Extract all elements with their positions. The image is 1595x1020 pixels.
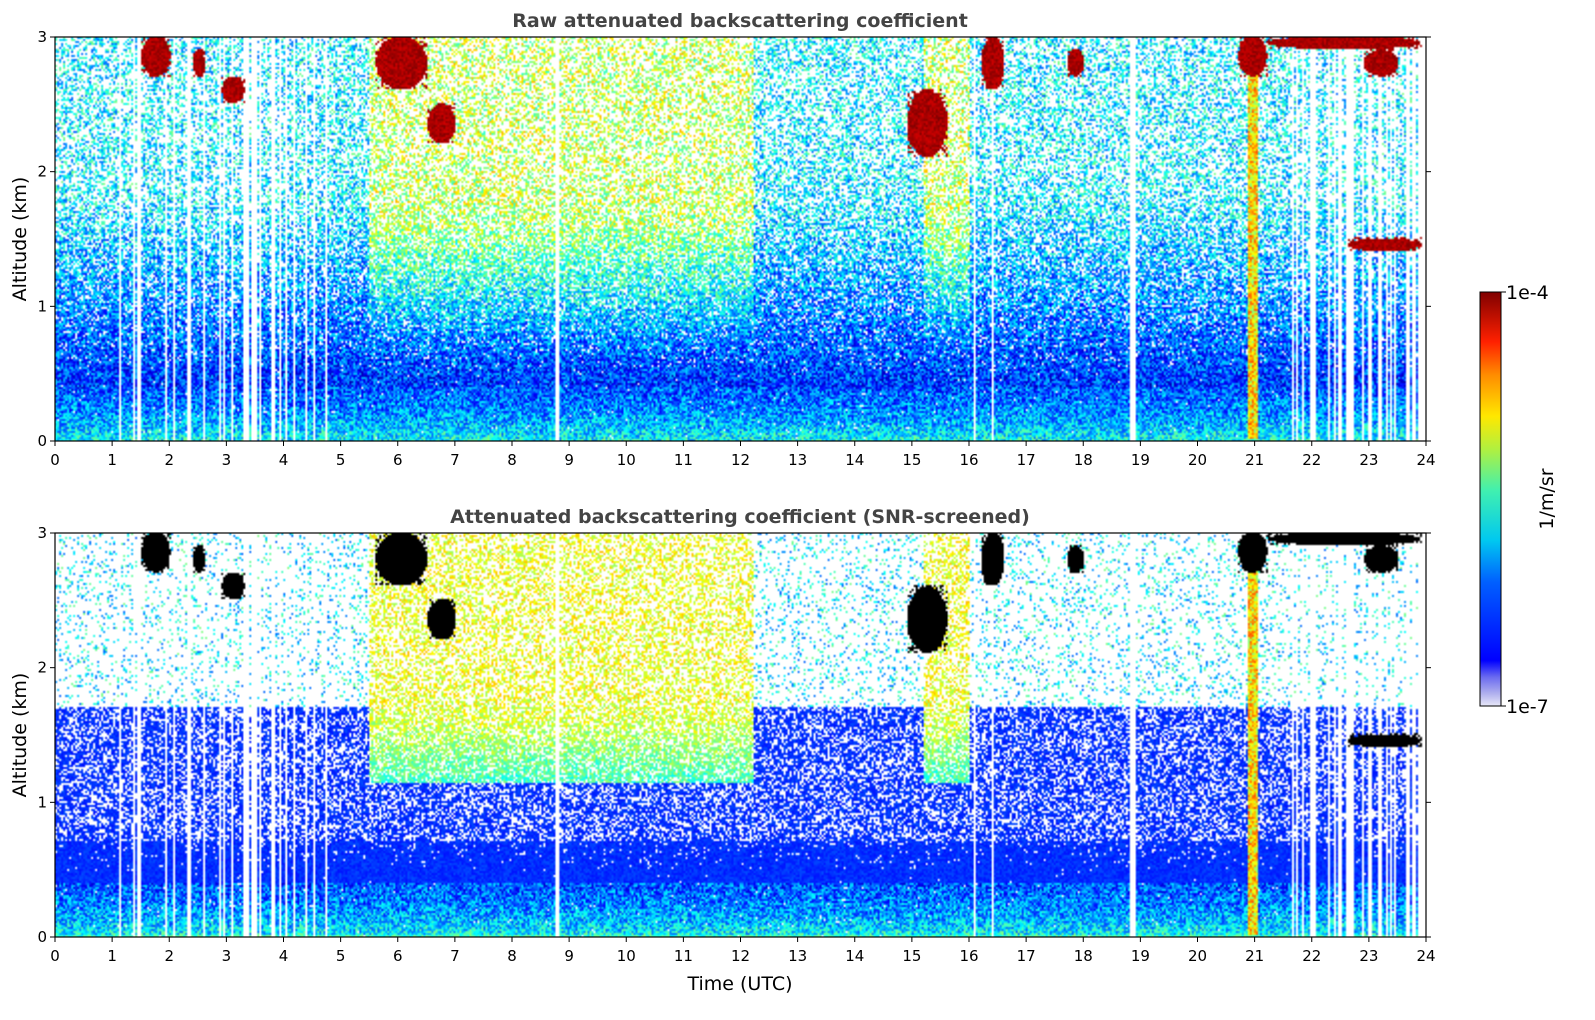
bottom-x-tick-label: 21: [1245, 947, 1264, 965]
top-x-tick-label: 12: [731, 451, 750, 469]
top-x-tick-label: 3: [222, 451, 232, 469]
bottom-x-tick-label: 22: [1302, 947, 1321, 965]
bottom-y-tick-label: 1: [37, 793, 47, 811]
top-x-tick-label: 1: [107, 451, 117, 469]
colorbar: 1e-4 1e-7 1/m/sr: [1479, 282, 1558, 718]
bottom-x-tick-label: 12: [731, 947, 750, 965]
colorbar-gradient: [1479, 291, 1502, 707]
bottom-x-axis-label: Time (UTC): [686, 973, 792, 995]
bottom-x-tick-label: 23: [1359, 947, 1378, 965]
bottom-x-tick-label: 20: [1188, 947, 1207, 965]
top-x-tick-label: 23: [1359, 451, 1378, 469]
top-heatmap: [55, 37, 1426, 441]
top-x-axis: 0 1 2 3 4 5 6 7 8 9 10 11 12 13 14 15 16 17 18 19 20 21 22 23 24: [50, 441, 1436, 469]
top-x-tick-label: 14: [845, 451, 864, 469]
top-y-tick-label: 1: [37, 297, 47, 315]
top-x-tick-label: 19: [1131, 451, 1150, 469]
top-x-tick-label: 10: [617, 451, 636, 469]
bottom-x-tick-label: 14: [845, 947, 864, 965]
top-x-tick-label: 4: [279, 451, 289, 469]
bottom-panel-title: Attenuated backscattering coefficient (S…: [450, 506, 1030, 528]
colorbar-label: 1/m/sr: [1536, 468, 1558, 529]
top-x-tick-label: 21: [1245, 451, 1264, 469]
top-x-tick-label: 9: [564, 451, 574, 469]
top-y-tick-label: 0: [37, 432, 47, 450]
top-x-tick-label: 7: [450, 451, 460, 469]
top-x-tick-label: 24: [1416, 451, 1435, 469]
top-x-tick-label: 20: [1188, 451, 1207, 469]
top-x-tick-label: 6: [393, 451, 403, 469]
top-x-tick-label: 15: [902, 451, 921, 469]
bottom-y-tick-label: 2: [37, 659, 47, 677]
top-y-tick-label: 3: [37, 28, 47, 46]
top-x-tick-label: 17: [1017, 451, 1036, 469]
bottom-x-tick-label: 9: [564, 947, 574, 965]
bottom-x-tick-label: 4: [279, 947, 289, 965]
top-panel-title: Raw attenuated backscattering coefficien…: [512, 10, 968, 32]
bottom-x-tick-label: 18: [1074, 947, 1093, 965]
bottom-x-tick-label: 10: [617, 947, 636, 965]
bottom-x-tick-label: 11: [674, 947, 693, 965]
bottom-x-tick-label: 6: [393, 947, 403, 965]
top-x-tick-label: 5: [336, 451, 346, 469]
bottom-y-tick-label: 0: [37, 928, 47, 946]
top-x-tick-label: 13: [788, 451, 807, 469]
top-y-axis: 0 1 2 3: [37, 28, 1431, 450]
bottom-x-tick-label: 3: [222, 947, 232, 965]
bottom-x-tick-label: 19: [1131, 947, 1150, 965]
bottom-x-tick-label: 16: [959, 947, 978, 965]
bottom-y-axis: 0 1 2 3: [37, 524, 1431, 946]
bottom-x-axis: 0 1 2 3 4 5 6 7 8 9 10 11 12 13 14 15 16 17 18 19 20 21 22 23 24: [50, 937, 1436, 965]
top-x-tick-label: 0: [50, 451, 60, 469]
bottom-x-tick-label: 0: [50, 947, 60, 965]
bottom-x-tick-label: 7: [450, 947, 460, 965]
top-x-tick-label: 11: [674, 451, 693, 469]
colorbar-max-label: 1e-4: [1506, 282, 1549, 304]
bottom-x-tick-label: 8: [507, 947, 517, 965]
bottom-x-tick-label: 5: [336, 947, 346, 965]
bottom-x-tick-label: 17: [1017, 947, 1036, 965]
top-x-tick-label: 2: [164, 451, 174, 469]
top-y-axis-label: Altitude (km): [9, 177, 31, 302]
bottom-x-tick-label: 1: [107, 947, 117, 965]
top-y-tick-label: 2: [37, 163, 47, 181]
bottom-heatmap: [55, 533, 1426, 937]
bottom-x-tick-label: 13: [788, 947, 807, 965]
top-x-tick-label: 8: [507, 451, 517, 469]
bottom-x-tick-label: 24: [1416, 947, 1435, 965]
colorbar-min-label: 1e-7: [1506, 696, 1549, 718]
bottom-y-tick-label: 3: [37, 524, 47, 542]
top-x-tick-label: 22: [1302, 451, 1321, 469]
bottom-y-axis-label: Altitude (km): [9, 673, 31, 798]
bottom-x-tick-label: 15: [902, 947, 921, 965]
bottom-x-tick-label: 2: [164, 947, 174, 965]
top-x-tick-label: 16: [959, 451, 978, 469]
top-x-tick-label: 18: [1074, 451, 1093, 469]
